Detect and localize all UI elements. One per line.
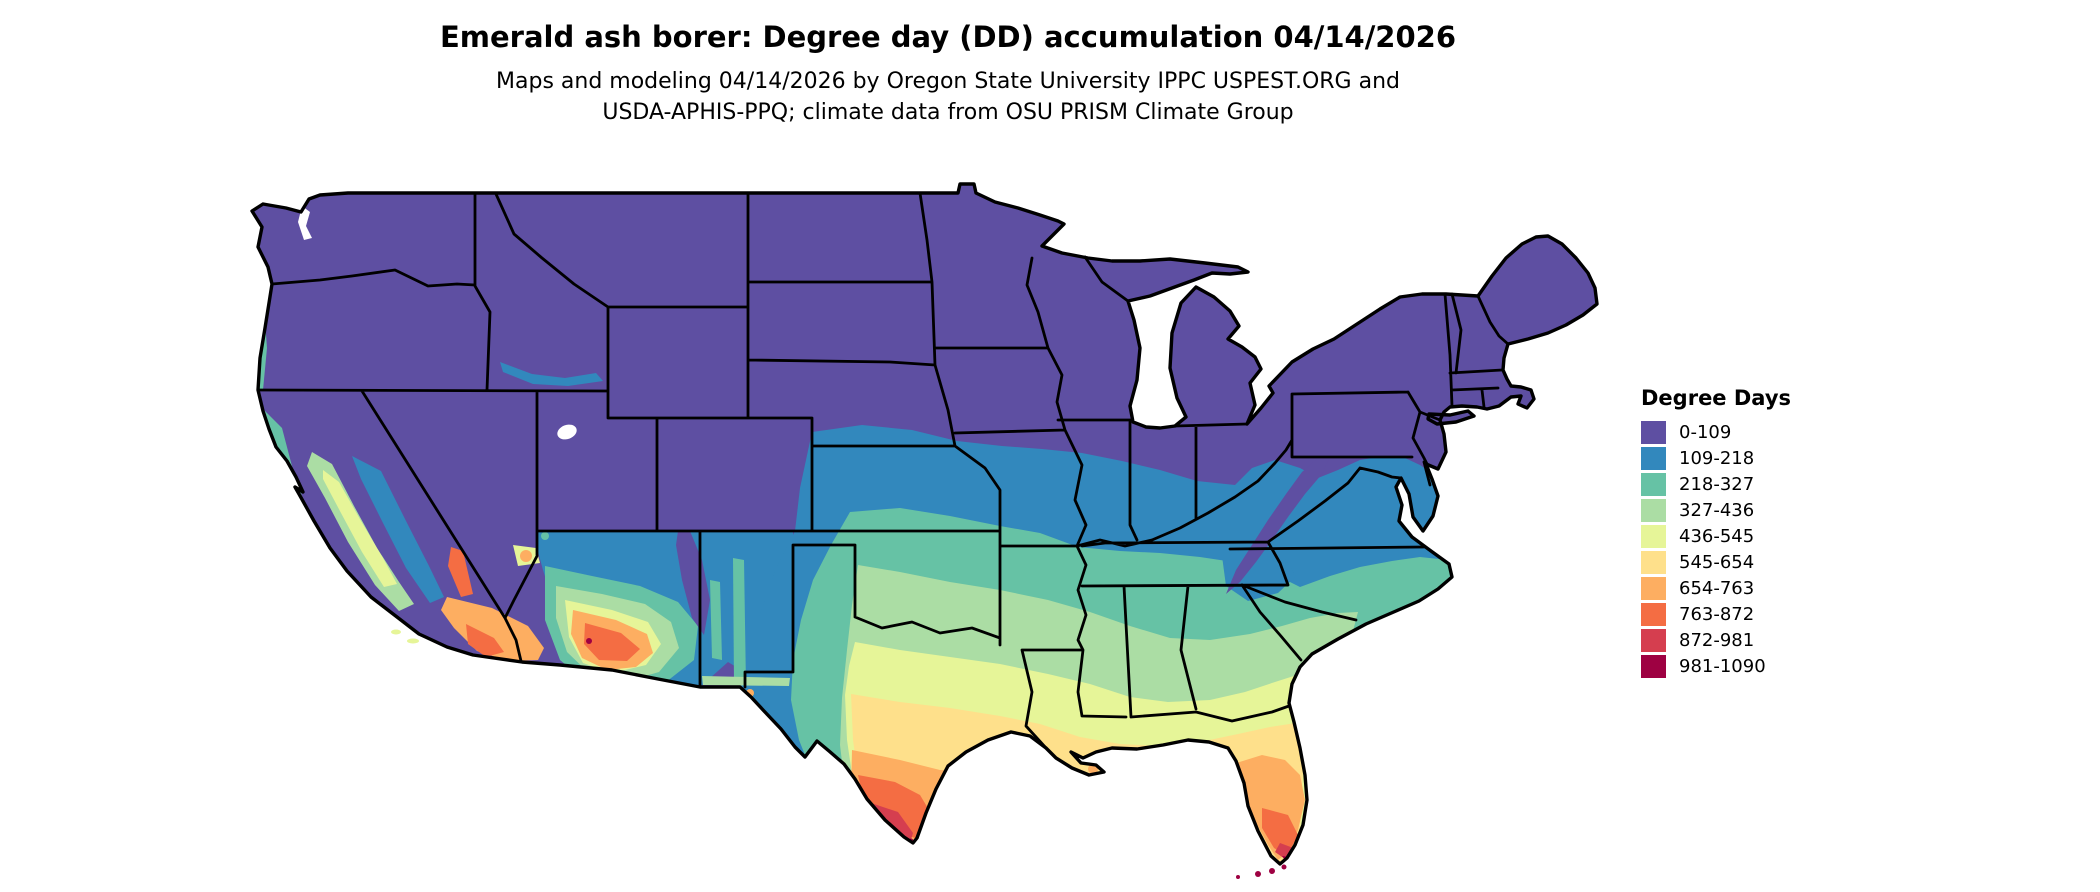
new-mexico-valley-streak-2: [710, 580, 722, 660]
channel-island-2: [407, 638, 419, 644]
legend-item: 327-436: [1641, 499, 1791, 522]
legend-label: 109-218: [1679, 448, 1755, 469]
channel-island-1: [391, 629, 401, 635]
legend-label: 436-545: [1679, 526, 1755, 547]
legend-label: 0-109: [1679, 422, 1732, 443]
legend-swatch: [1641, 473, 1666, 496]
offshore-islands: [391, 629, 1287, 879]
state-borders: [256, 191, 1510, 750]
sierra-foothill-blue-strip: [352, 456, 444, 603]
california-coast-teal-strip: [259, 408, 470, 656]
legend-label: 763-872: [1679, 604, 1755, 625]
legend-swatch: [1641, 525, 1666, 548]
legend-label: 327-436: [1679, 500, 1755, 521]
st-george-teal-dot: [541, 532, 549, 540]
death-valley-red-streak: [448, 547, 473, 597]
legend-label: 981-1090: [1679, 656, 1766, 677]
new-mexico-valley-streak-1: [733, 558, 746, 686]
legend-swatch: [1641, 551, 1666, 574]
legend-title: Degree Days: [1641, 386, 1792, 410]
band-763-872-south-florida: [1262, 808, 1298, 856]
legend-label: 872-981: [1679, 630, 1755, 651]
las-vegas-orange-dot: [520, 550, 532, 562]
band-654-763-texas-gulf: [851, 750, 1052, 864]
legend-item: 981-1090: [1641, 655, 1791, 678]
legend-item: 109-218: [1641, 447, 1791, 470]
legend-swatch: [1641, 447, 1666, 470]
snake-river-plain-blue-arc: [500, 362, 603, 386]
legend-rows: 0-109 109-218 218-327 327-436 436-545 545-654…: [1641, 421, 1791, 678]
legend: Degree Days 0-109 109-218 218-327 327-436 43…: [1641, 386, 1791, 681]
imperial-valley-red: [466, 624, 504, 657]
florida-keys-dot-2: [1255, 871, 1261, 877]
legend-item: 436-545: [1641, 525, 1791, 548]
legend-label: 218-327: [1679, 474, 1755, 495]
band-763-872-south-texas: [858, 775, 932, 840]
legend-swatch: [1641, 577, 1666, 600]
phoenix-maroon-dot: [586, 638, 592, 644]
subtitle-line-1: Maps and modeling 04/14/2026 by Oregon S…: [496, 69, 1400, 94]
legend-swatch: [1641, 629, 1666, 652]
central-valley-yellow-core: [323, 470, 397, 587]
florida-keys-dot-4: [1281, 864, 1287, 870]
legend-item: 872-981: [1641, 629, 1791, 652]
appalachian-purple-streak: [1226, 452, 1332, 594]
long-island-outline: [1426, 409, 1476, 426]
legend-label: 545-654: [1679, 552, 1755, 573]
legend-item: 763-872: [1641, 603, 1791, 626]
page-subtitle: Maps and modeling 04/14/2026 by Oregon S…: [0, 66, 1896, 128]
great-salt-lake-water: [557, 424, 577, 440]
legend-swatch: [1641, 421, 1666, 444]
us-outline: [250, 182, 1599, 866]
legend-item: 545-654: [1641, 551, 1791, 574]
legend-item: 0-109: [1641, 421, 1791, 444]
page-title: Emerald ash borer: Degree day (DD) accum…: [439, 20, 1457, 54]
sangre-de-cristo-purple-plume: [676, 531, 710, 635]
florida-keys-dot-1: [1236, 875, 1240, 879]
subtitle-line-2: USDA-APHIS-PPQ; climate data from OSU PR…: [602, 100, 1294, 125]
legend-item: 218-327: [1641, 473, 1791, 496]
header: Emerald ash borer: Degree day (DD) accum…: [0, 0, 1896, 128]
legend-swatch: [1641, 603, 1666, 626]
legend-item: 654-763: [1641, 577, 1791, 600]
legend-label: 654-763: [1679, 578, 1755, 599]
arizona-red-core: [584, 623, 640, 661]
legend-swatch: [1641, 655, 1666, 678]
florida-keys-dot-3: [1269, 868, 1275, 874]
puget-sound-water: [298, 206, 312, 240]
legend-swatch: [1641, 499, 1666, 522]
